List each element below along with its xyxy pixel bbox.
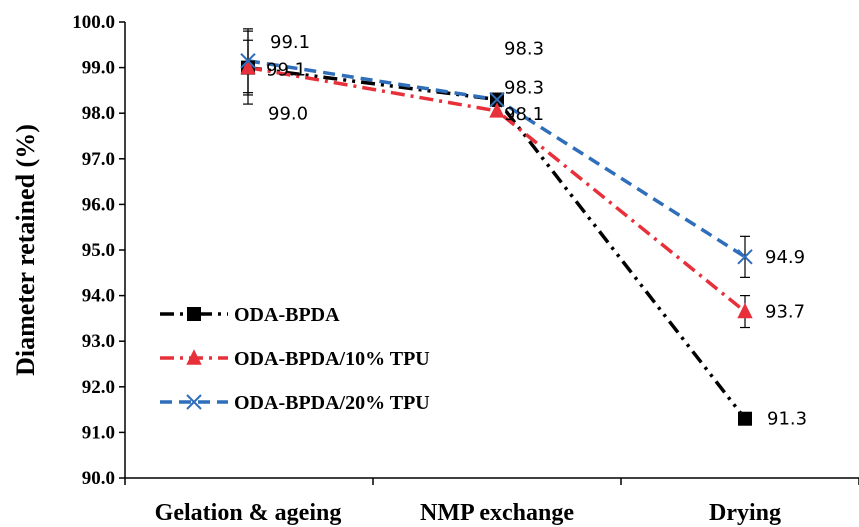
legend-item: ODA-BPDA xyxy=(160,304,340,326)
data-label: 93.7 xyxy=(765,302,805,323)
x-marker-stroke xyxy=(737,249,753,265)
y-tick-label: 91.0 xyxy=(82,422,115,443)
x-marker xyxy=(240,53,256,69)
y-tick-label: 99.0 xyxy=(82,58,115,79)
x-marker xyxy=(737,249,753,265)
series-markers xyxy=(240,53,753,426)
data-label: 91.3 xyxy=(767,409,807,430)
triangle-marker xyxy=(489,102,505,118)
y-tick-label: 98.0 xyxy=(82,103,115,124)
data-labels: 99.0 98.3 91.3 99.1 98.1 93.7 99.1 98.3 94.9 xyxy=(266,32,807,430)
series-line-1 xyxy=(247,65,747,420)
triangle-marker xyxy=(737,302,753,319)
data-label: 98.3 xyxy=(504,39,544,60)
plot-area: 90.0 91.0 92.0 93.0 94.0 95.0 96.0 97.0 98.0 99.0… xyxy=(72,12,859,526)
x-marker-stroke xyxy=(240,53,256,69)
y-tick-label: 92.0 xyxy=(82,377,115,398)
data-label: 98.3 xyxy=(504,78,544,99)
x-ticks: Gelation & ageing NMP exchange Drying xyxy=(124,478,859,526)
y-ticks: 90.0 91.0 92.0 93.0 94.0 95.0 96.0 97.0 98.0 99.0… xyxy=(72,12,125,489)
legend: ODA-BPDA ODA-BPDA/10% TPU ODA-BPDA/20% TPU xyxy=(160,304,430,414)
y-tick-label: 90.0 xyxy=(82,468,115,489)
x-marker xyxy=(186,394,202,410)
legend-item: ODA-BPDA/10% TPU xyxy=(160,348,430,370)
y-axis-label: Diameter retained (%) xyxy=(11,124,40,376)
x-marker-stroke xyxy=(489,91,505,108)
legend-item: ODA-BPDA/20% TPU xyxy=(160,392,430,414)
square-marker xyxy=(187,307,201,321)
square-marker xyxy=(738,411,752,426)
x-tick-label: NMP exchange xyxy=(420,500,574,526)
data-label: 98.1 xyxy=(504,104,544,125)
x-tick-label: Gelation & ageing xyxy=(155,500,342,526)
legend-label: ODA-BPDA/20% TPU xyxy=(234,392,430,414)
y-tick-label: 97.0 xyxy=(82,149,115,170)
data-label: 94.9 xyxy=(765,247,805,268)
x-marker xyxy=(489,91,505,108)
data-label: 99.1 xyxy=(266,60,306,81)
triangle-marker xyxy=(186,349,202,365)
x-marker-stroke xyxy=(186,394,202,410)
legend-label: ODA-BPDA xyxy=(234,304,340,326)
triangle-marker xyxy=(240,58,256,75)
y-tick-label: 96.0 xyxy=(82,194,115,215)
y-tick-label: 93.0 xyxy=(82,331,115,352)
y-tick-label: 94.0 xyxy=(82,286,115,307)
legend-label: ODA-BPDA/10% TPU xyxy=(234,348,430,370)
data-label: 99.1 xyxy=(270,32,310,53)
x-tick-label: Drying xyxy=(709,500,781,526)
y-tick-label: 95.0 xyxy=(82,240,115,261)
series-line-3 xyxy=(247,59,746,259)
y-tick-label: 100.0 xyxy=(72,12,115,33)
data-label: 99.0 xyxy=(268,104,308,125)
